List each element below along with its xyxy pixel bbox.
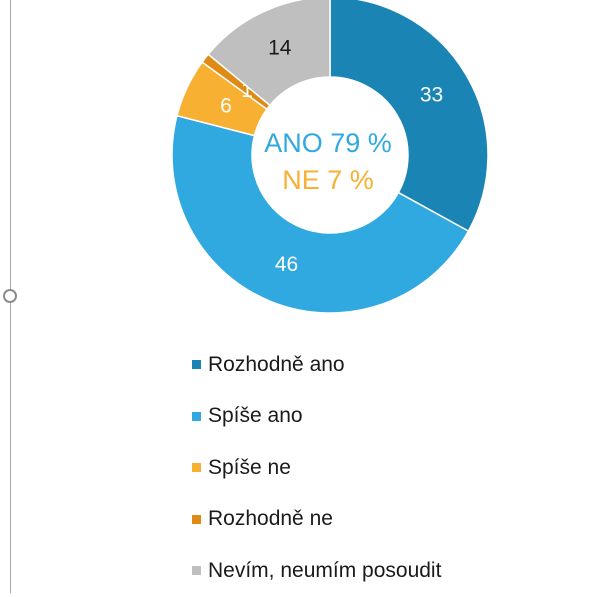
center-text-ne: NE 7 % <box>282 165 374 195</box>
data-label-rozhodne-ano: 33 <box>420 83 443 106</box>
donut-slice-nevim-neumim-posoudit <box>207 0 331 107</box>
legend-label: Spíše ne <box>208 455 291 479</box>
donut-slice-spise-ano <box>171 114 470 314</box>
resize-handle[interactable] <box>3 289 17 303</box>
legend-label: Rozhodně ano <box>208 352 345 376</box>
data-label-rozhodne-ne: 1 <box>241 79 253 102</box>
legend-item-spise-ano: Spíše ano <box>192 391 441 443</box>
legend-label: Rozhodně ne <box>208 507 333 531</box>
data-label-spise-ano: 46 <box>275 253 298 276</box>
chart-legend: Rozhodně ano Spíše ano Spíše ne Rozhodně ne… <box>192 339 441 597</box>
legend-item-rozhodne-ne: Rozhodně ne <box>192 494 441 546</box>
legend-swatch <box>192 463 201 473</box>
legend-swatch <box>192 566 201 576</box>
legend-swatch <box>192 411 201 421</box>
legend-label: Nevím, neumím posoudit <box>208 558 442 582</box>
donut-slice-rozhodne-ano <box>329 0 489 233</box>
legend-swatch <box>192 360 201 370</box>
legend-label: Spíše ano <box>208 404 303 428</box>
legend-swatch <box>192 514 201 524</box>
legend-item-spise-ne: Spíše ne <box>192 442 441 494</box>
center-text-ano: ANO 79 % <box>264 128 392 158</box>
data-label-spise-ne: 6 <box>220 95 232 118</box>
data-label-nevim-neumim-posoudit: 14 <box>268 37 292 60</box>
legend-item-rozhodne-ano: Rozhodně ano <box>192 339 441 391</box>
legend-item-nevim-neumim-posoudit: Nevím, neumím posoudit <box>192 545 441 597</box>
